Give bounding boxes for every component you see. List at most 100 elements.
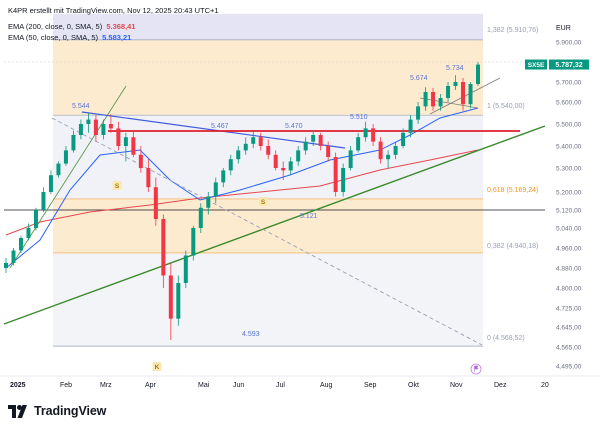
price-badge [549, 59, 589, 70]
candle-body [11, 250, 16, 263]
candle [461, 78, 466, 111]
candle [183, 250, 188, 288]
price-annotation-label: 5.674 [410, 75, 428, 82]
candle [326, 141, 331, 162]
marker-badge [112, 181, 122, 190]
ema50-legend-value: 5.583,21 [102, 33, 132, 42]
time-tick-label: Mrz [100, 382, 112, 389]
price-tick-label: 5.300,00 [556, 166, 582, 173]
current-price-tag: SX5E 5.787,32 [525, 59, 589, 70]
price-tick-label: 5.120,00 [556, 208, 582, 215]
marker-letter: S [261, 199, 266, 206]
candle-body [371, 128, 376, 142]
candle [266, 139, 271, 160]
candle-body [273, 154, 278, 168]
candle [236, 146, 241, 164]
candle-body [221, 170, 226, 183]
candle [176, 275, 181, 326]
candle-body [311, 135, 316, 142]
candle [393, 141, 398, 160]
candle [221, 168, 226, 188]
candle-body [341, 168, 346, 192]
candle [108, 114, 113, 133]
candle [333, 152, 338, 197]
candle-body [41, 192, 46, 210]
candle [153, 177, 158, 226]
price-tick-label: 5.040,00 [556, 226, 582, 233]
candle [386, 150, 391, 168]
candle [146, 159, 151, 192]
candle [71, 130, 76, 153]
time-tick-label: Mai [198, 382, 210, 389]
candle [206, 192, 211, 215]
resistance-trend-line [81, 111, 346, 149]
candle-body [476, 64, 480, 84]
candle-body [408, 119, 413, 133]
candle [318, 132, 323, 151]
ema200-legend-label: EMA (200, close, 0, SMA, 5) [8, 22, 103, 31]
price-annotation-label: 5.510 [350, 114, 368, 121]
candle [378, 137, 383, 164]
candle [116, 121, 121, 151]
time-tick-label: Dez [494, 382, 507, 389]
candle [138, 146, 143, 173]
candle-body [281, 168, 286, 171]
candle-body [71, 135, 76, 151]
candle [123, 132, 128, 162]
candle-body [333, 157, 338, 192]
tradingview-brand[interactable]: TradingView [8, 404, 106, 418]
price-tick-label: 5.400,00 [556, 144, 582, 151]
candle [408, 115, 413, 138]
candle [228, 154, 233, 176]
candle [101, 119, 106, 140]
candle [416, 102, 421, 124]
candle [303, 137, 308, 155]
fib-level-label: 1 (5.540,00) [487, 103, 525, 110]
candle-body [86, 119, 91, 124]
price-tick-label: 5.700,00 [556, 80, 582, 87]
fib-band-lower [53, 198, 483, 253]
candle-body [33, 210, 38, 228]
candle [56, 161, 61, 178]
price-tick-label: 4.645,00 [556, 325, 582, 332]
candle [213, 177, 218, 204]
fib-level-label: 0 (4.568,52) [487, 335, 525, 342]
time-tick-label: 20 [541, 382, 549, 389]
candle-body [288, 161, 293, 171]
price-tick-label: 5.900,00 [556, 40, 582, 47]
candle [468, 82, 473, 109]
time-tick-label: Nov [450, 382, 463, 389]
candle [273, 150, 278, 171]
candle-body [198, 207, 203, 228]
candle-body [183, 255, 188, 283]
marker-badge [152, 362, 162, 371]
flag-icon [470, 363, 482, 375]
time-tick-label: Jul [276, 382, 285, 389]
candle-body [26, 228, 31, 238]
price-tick-label: 5.600,00 [556, 100, 582, 107]
candle [78, 119, 83, 140]
candle-body [296, 150, 301, 162]
candle-body [48, 175, 53, 192]
candle [4, 258, 8, 273]
candle [476, 62, 480, 86]
time-tick-label: Sep [364, 382, 377, 389]
candle-body [206, 196, 211, 208]
price-annotation-label: 5.467 [211, 123, 229, 130]
fib-band-top [53, 13, 483, 40]
candle-body [228, 159, 233, 171]
candle-body [146, 168, 151, 188]
candle-body [266, 146, 271, 155]
event-marker: S [112, 181, 122, 190]
chart-attribution: K4PR erstellt mit TradingView.com, Nov 1… [8, 6, 219, 15]
price-tick-label: 5.500,00 [556, 122, 582, 129]
tradingview-logo-icon [8, 404, 27, 418]
candle-body [63, 150, 68, 164]
candle [431, 88, 436, 111]
candle [33, 207, 38, 231]
price-annotation-label: 5.470 [285, 123, 303, 130]
candle [288, 157, 293, 176]
time-tick-label: 2025 [10, 382, 26, 389]
brand-name: TradingView [34, 404, 107, 418]
